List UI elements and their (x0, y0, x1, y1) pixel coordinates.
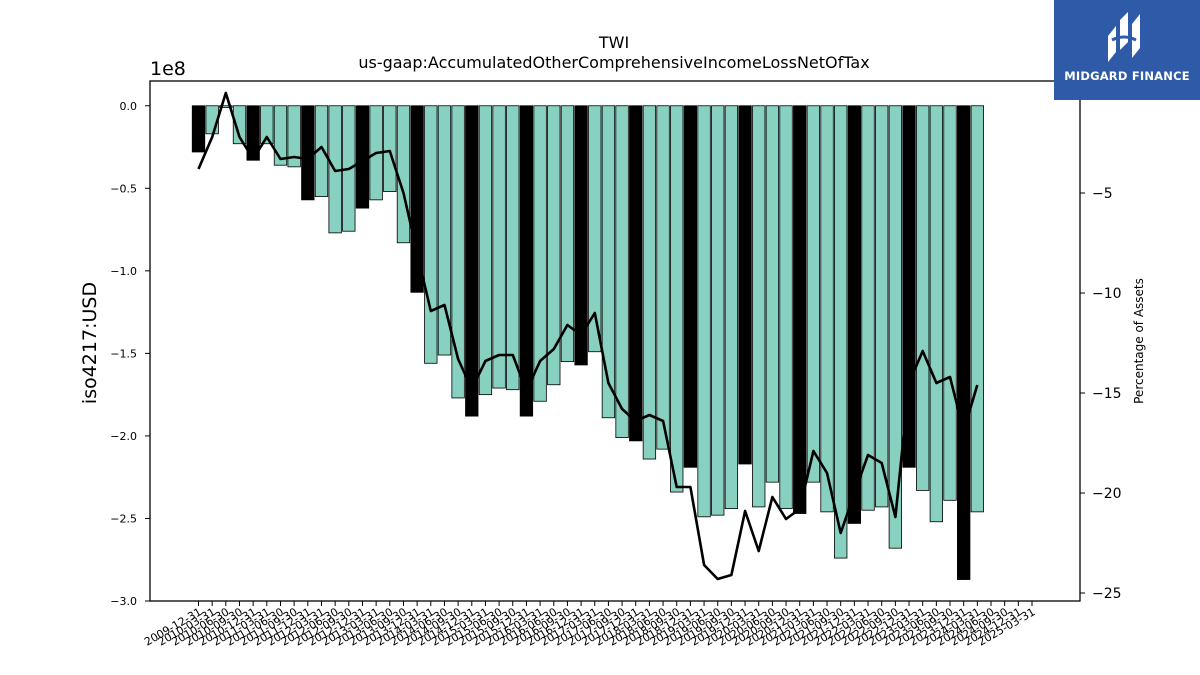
bar-2019-03-31 (697, 105, 711, 518)
bar-2010-09-30 (232, 105, 247, 145)
bar-2011-06-30 (273, 105, 288, 166)
bar-2017-12-31 (629, 105, 643, 442)
bar-2011-03-31 (260, 105, 274, 145)
chart-subtitle: us-gaap:AccumulatedOtherComprehensiveInc… (358, 53, 869, 72)
bar-2015-06-30 (492, 105, 506, 389)
bar-2013-09-30 (396, 105, 411, 244)
bar-2019-12-31 (738, 105, 752, 465)
bar-series (191, 105, 984, 580)
percentage-of-assets-line (197, 91, 979, 581)
bar-2022-06-30 (875, 105, 889, 508)
bar-2011-12-31 (301, 105, 315, 201)
bar-2009-12-31 (191, 105, 206, 153)
bar-2013-12-31 (410, 105, 424, 293)
bar-2021-06-30 (820, 105, 834, 513)
y-tick-label: 0.0 (120, 100, 138, 113)
bar-2015-09-30 (506, 105, 520, 391)
bar-2021-09-30 (834, 105, 848, 559)
bar-2024-03-31 (970, 105, 984, 513)
bar-2020-09-30 (779, 105, 793, 509)
bar-2013-06-30 (383, 105, 397, 193)
y-tick-label: −2.5 (110, 512, 137, 525)
y2-tick-label: −15 (1092, 386, 1122, 402)
plot-frame (149, 80, 1081, 602)
bar-2019-09-30 (724, 105, 739, 509)
bar-2021-03-31 (806, 105, 821, 483)
y2-axis-label: Percentage of Assets (1132, 278, 1146, 404)
bar-2015-12-31 (519, 105, 534, 417)
midgard-logo-icon (1108, 12, 1140, 62)
bar-2023-12-31 (957, 105, 971, 580)
bar-2020-12-31 (793, 105, 807, 514)
bar-2018-03-31 (642, 105, 657, 460)
bar-2023-03-31 (916, 105, 930, 491)
bar-2018-09-30 (670, 105, 684, 493)
bar-2016-03-31 (533, 105, 547, 402)
y-axis-label: iso4217:USD (79, 282, 101, 404)
bar-2022-03-31 (861, 105, 875, 511)
bar-2017-03-31 (588, 105, 602, 353)
bar-2011-09-30 (287, 105, 301, 168)
midgard-finance-logo: MIDGARD FINANCE (1054, 0, 1200, 100)
axes: 0.0−0.5−1.0−1.5−2.0−2.5−3.00−5−10−15−20−… (110, 80, 1122, 649)
bar-2018-12-31 (683, 105, 698, 468)
bar-2014-06-30 (437, 105, 452, 356)
bar-2012-12-31 (355, 105, 370, 209)
y-tick-label: −1.0 (110, 265, 137, 278)
bar-2018-06-30 (656, 105, 670, 450)
bar-2022-09-30 (888, 105, 903, 549)
bar-2015-03-31 (478, 105, 493, 396)
bar-2020-06-30 (765, 105, 780, 483)
y-tick-label: −3.0 (110, 595, 137, 608)
bar-2016-12-31 (574, 105, 588, 366)
y2-tick-label: −20 (1092, 486, 1122, 502)
percentage-line-series (197, 91, 979, 581)
y2-tick-label: −10 (1092, 286, 1122, 302)
bar-2010-06-30 (219, 105, 233, 108)
y-axis-offset-label: 1e8 (150, 58, 186, 80)
bar-2014-03-31 (424, 105, 438, 364)
bar-2017-06-30 (601, 105, 616, 419)
bar-2023-06-30 (929, 105, 944, 523)
bar-2019-06-30 (711, 105, 725, 516)
chart-title: TWI (598, 33, 629, 52)
y2-tick-label: −5 (1092, 186, 1113, 202)
y-tick-label: −1.5 (110, 347, 137, 360)
bar-2016-06-30 (547, 105, 561, 386)
y2-tick-label: −25 (1092, 586, 1122, 602)
bar-2017-09-30 (615, 105, 629, 438)
bar-2016-09-30 (560, 105, 575, 363)
y-tick-label: −0.5 (110, 182, 137, 195)
bar-2023-09-30 (943, 105, 957, 501)
bar-2014-12-31 (465, 105, 479, 417)
bar-2021-12-31 (847, 105, 862, 524)
bar-2020-03-31 (752, 105, 766, 508)
y-tick-label: −2.0 (110, 430, 137, 443)
bar-2014-09-30 (451, 105, 465, 399)
logo-text: MIDGARD FINANCE (1064, 69, 1190, 83)
